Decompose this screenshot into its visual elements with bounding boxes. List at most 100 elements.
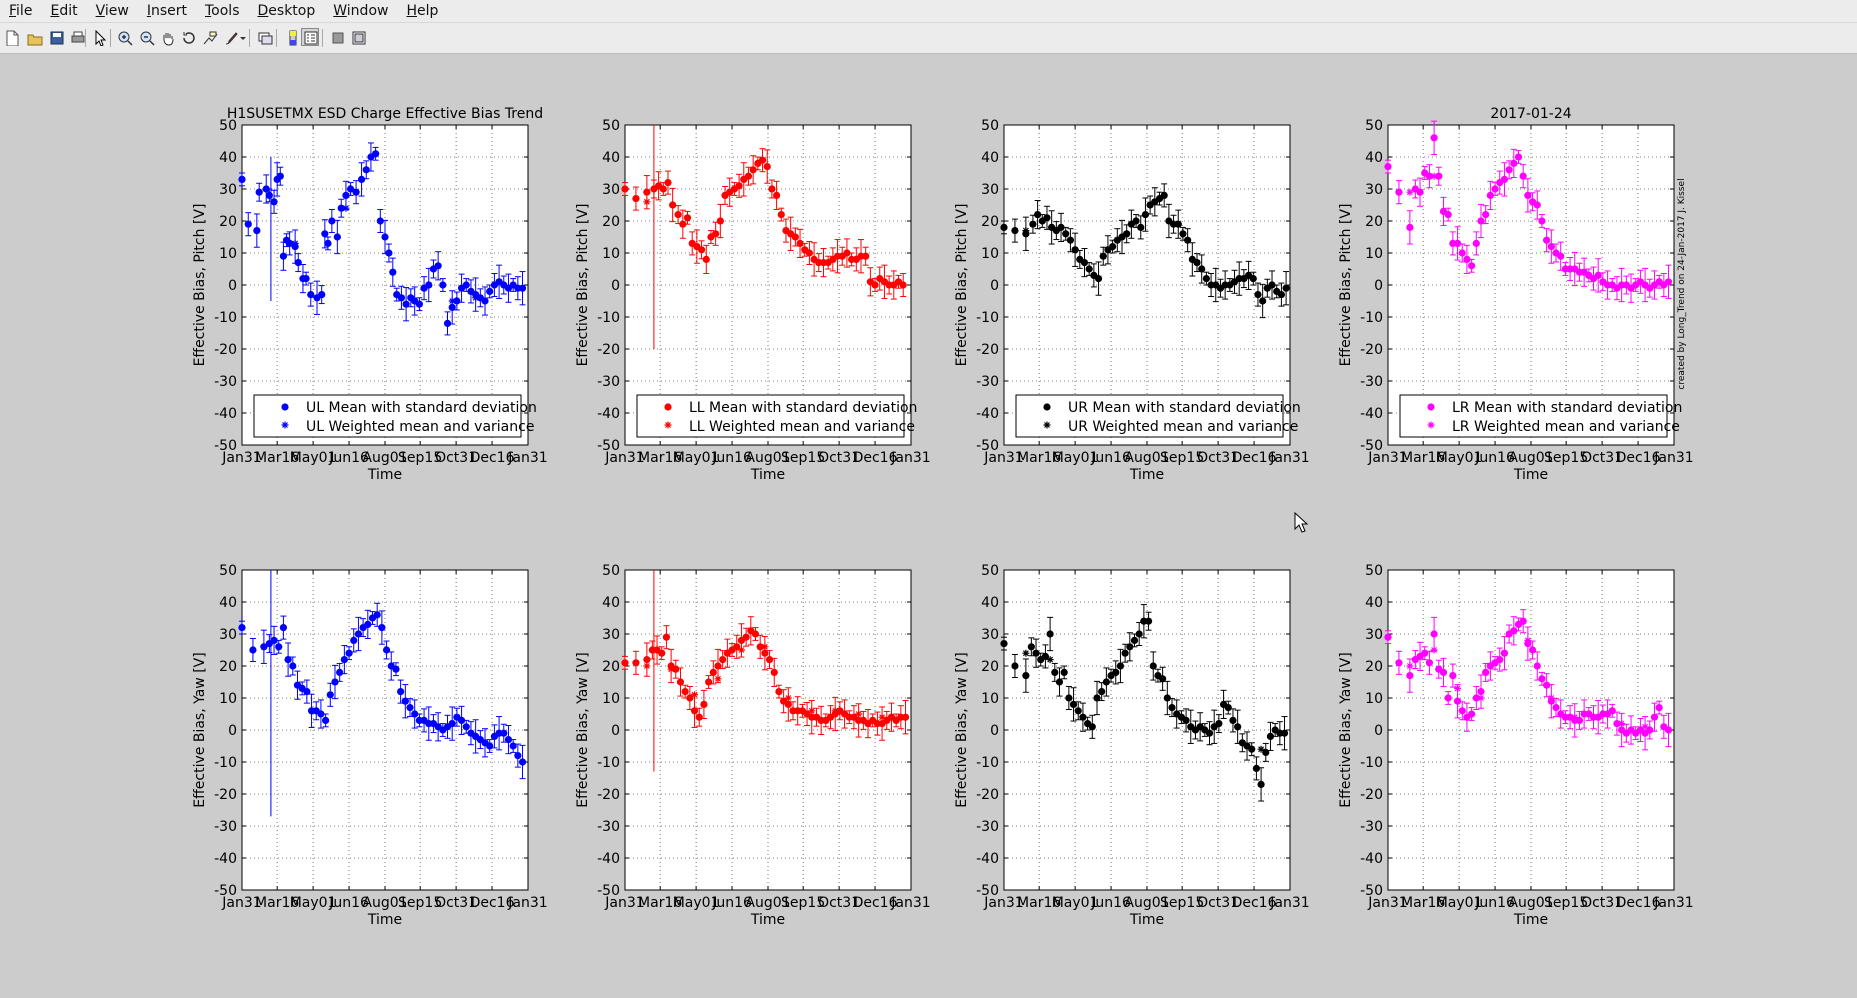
save-button[interactable] [47, 28, 65, 46]
data-point-weighted [1618, 281, 1626, 289]
data-point-weighted [784, 694, 792, 702]
data-point-mean [1416, 188, 1424, 196]
menu-window[interactable]: Window [324, 0, 397, 22]
zoom-in-icon [118, 31, 133, 46]
rotate-3d-button[interactable] [179, 28, 197, 46]
data-point-weighted [1641, 723, 1649, 731]
new-figure-icon [6, 30, 19, 46]
data-point-weighted [1163, 694, 1171, 702]
data-point-mean [1505, 166, 1513, 174]
y-tick-label: -30 [976, 819, 999, 835]
menu-tools[interactable]: Tools [196, 0, 249, 22]
data-point-weighted [425, 281, 433, 289]
data-point-mean [756, 643, 764, 651]
y-tick-label: 20 [981, 659, 999, 675]
link-plot-button[interactable] [255, 28, 273, 46]
data-point-mean [364, 620, 372, 629]
legend-entry: UR Mean with standard deviation [1068, 400, 1301, 416]
data-point-weighted [260, 643, 268, 651]
data-point-weighted [372, 150, 380, 158]
y-tick-label: 0 [990, 723, 999, 739]
open-file-button[interactable] [25, 28, 43, 46]
x-tick-label: Jun16 [711, 450, 752, 466]
x-tick-label: Jan31 [1367, 450, 1407, 466]
brush-button[interactable] [221, 28, 239, 46]
menu-help[interactable]: Help [397, 0, 447, 22]
data-point-mean [751, 630, 760, 638]
print-button[interactable] [68, 28, 86, 46]
x-tick-label: May01 [290, 895, 337, 911]
data-point-mean [1080, 259, 1089, 267]
hide-plot-tools-button[interactable] [328, 28, 346, 46]
menu-label-rest: dit [59, 3, 78, 19]
data-point-weighted [1216, 284, 1224, 292]
data-point-weighted [519, 284, 527, 292]
x-tick-label: Jun16 [328, 450, 369, 466]
open-file-icon [27, 34, 43, 46]
data-point-mean [1144, 617, 1153, 625]
data-point-mean [1027, 643, 1035, 651]
toolbar-separator [110, 29, 111, 47]
x-tick-label: Oct31 [435, 450, 477, 466]
zoom-out-button[interactable] [137, 28, 155, 46]
y-tick-label: 40 [219, 150, 237, 166]
y-tick-label: -40 [214, 851, 237, 867]
y-tick-label: -10 [976, 755, 999, 771]
zoom-in-button[interactable] [115, 28, 133, 46]
data-point-mean [1098, 688, 1106, 696]
menu-desktop[interactable]: Desktop [249, 0, 325, 22]
insert-legend-button[interactable] [301, 28, 319, 46]
data-point-mean [1482, 668, 1490, 677]
chart-title: 2017-01-24 [1490, 106, 1571, 122]
data-point-mean [1057, 223, 1065, 231]
data-point-mean [1650, 713, 1659, 721]
legend-entry: LL Mean with standard deviation [689, 400, 917, 416]
data-point-weighted [1099, 252, 1107, 260]
data-point-weighted [714, 675, 722, 683]
insert-colorbar-button[interactable] [283, 28, 301, 46]
data-point-mean [448, 303, 456, 311]
print-icon [71, 31, 85, 43]
x-tick-label: Jan31 [1269, 895, 1309, 911]
data-point-mean [1141, 211, 1150, 219]
menu-label-rest: esktop [268, 3, 316, 19]
y-tick-label: 10 [602, 691, 620, 707]
pan-hand-button[interactable] [158, 28, 176, 46]
x-tick-label: Sep15 [1544, 450, 1588, 466]
data-point-mean [385, 249, 393, 257]
menu-mnemonic: I [146, 3, 151, 19]
data-cursor-icon [203, 31, 218, 45]
y-tick-label: -10 [597, 310, 620, 326]
x-axis-label: Time [367, 467, 402, 483]
data-point-weighted [691, 691, 699, 699]
axes-box [1003, 569, 1291, 891]
data-point-mean [1514, 153, 1523, 161]
data-point-mean [392, 665, 400, 673]
menu-view[interactable]: View [87, 0, 138, 22]
data-point-mean [871, 281, 879, 289]
show-plot-tools-button[interactable] [349, 28, 367, 46]
data-point-weighted [425, 720, 433, 728]
brush-dropdown-button[interactable] [237, 28, 255, 46]
new-figure-button[interactable] [2, 28, 20, 46]
data-point-mean [275, 643, 283, 651]
data-point-weighted [448, 297, 456, 305]
data-point-weighted [1524, 191, 1532, 199]
data-point-mean [500, 729, 508, 737]
figure-canvas: -50 -40 -30 -20 -10 0 10 20 30 40 50 Jan31 Mar16 May0… [0, 54, 1857, 994]
legend-entry: UL Mean with standard deviation [306, 400, 537, 416]
edit-plot-arrow-button[interactable] [90, 28, 108, 46]
menu-insert[interactable]: Insert [138, 0, 196, 22]
menu-label-rest: iew [104, 3, 129, 19]
data-point-mean [294, 259, 302, 267]
mouse-pointer-icon [1294, 512, 1309, 533]
data-point-mean [733, 643, 741, 651]
data-point-weighted [472, 294, 480, 302]
data-point-mean [322, 716, 330, 725]
data-cursor-button[interactable] [200, 28, 218, 46]
menu-file[interactable]: File [0, 0, 41, 22]
data-point-mean [1468, 262, 1476, 270]
menu-edit[interactable]: Edit [41, 0, 86, 22]
data-point-mean [342, 191, 350, 199]
data-point-mean [1224, 704, 1232, 712]
